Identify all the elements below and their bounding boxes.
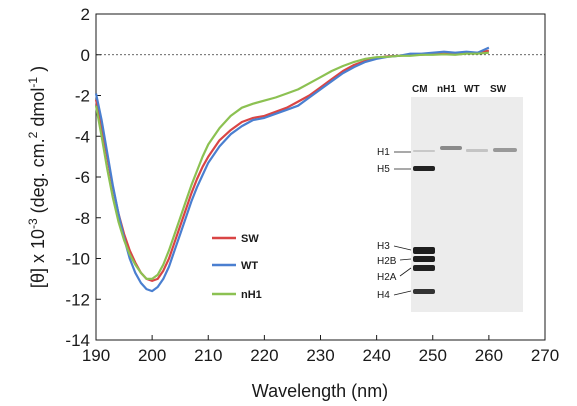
x-tick-label: 220 <box>250 346 278 365</box>
x-tick-label: 210 <box>194 346 222 365</box>
y-axis-label-sup3: -1 <box>26 77 40 88</box>
legend: SW WT nH1 <box>212 233 262 301</box>
gel-band-label-h2b: H2B <box>377 256 397 267</box>
legend-label-nh1: nH1 <box>241 289 262 301</box>
x-axis-label: Wavelength (nm) <box>252 381 388 401</box>
y-axis-label-part4: ) <box>28 66 48 77</box>
legend-label-wt: WT <box>241 260 258 272</box>
y-tick-label: -14 <box>65 331 90 350</box>
series-line-nh1 <box>94 51 489 280</box>
y-axis-label-part3: dmol <box>28 88 48 132</box>
gel-band-label-h4: H4 <box>377 290 390 301</box>
y-axis-label: [θ] x 10-3 (deg. cm.2 dmol-1 ) <box>26 66 48 288</box>
y-tick-label: 0 <box>81 46 90 65</box>
x-tick-label: 270 <box>531 346 559 365</box>
gel-band-label-h1: H1 <box>377 147 390 158</box>
gel-lane-label-nh1: nH1 <box>437 84 456 95</box>
gel-lane-label-cm: CM <box>412 84 428 95</box>
gel-band-cm-h4 <box>413 289 435 294</box>
gel-band-label-h3: H3 <box>377 241 390 252</box>
y-tick-label: -12 <box>65 290 90 309</box>
gel-band-sw <box>493 148 517 152</box>
x-tick-label: 230 <box>306 346 334 365</box>
y-tick-label: -2 <box>75 87 90 106</box>
gel-image <box>411 97 523 312</box>
gel-band-label-h5: H5 <box>377 164 390 175</box>
gel-band-nh1 <box>440 146 462 150</box>
series-lines <box>94 46 490 293</box>
gel-band-cm-h2a <box>413 265 435 271</box>
y-tick-label: -10 <box>65 250 90 269</box>
y-tick-label: -8 <box>75 209 90 228</box>
y-axis-label-part2: (deg. cm. <box>28 138 48 218</box>
x-tick-label: 250 <box>419 346 447 365</box>
legend-label-sw: SW <box>241 233 259 245</box>
axis-ticks: 190 200 210 220 230 240 250 260 270 2 0 -2 -4 -6 -8 -10… <box>65 5 559 365</box>
gel-band-cm-h5 <box>413 166 435 171</box>
y-tick-label: 2 <box>81 5 90 24</box>
gel-band-label-h2a: H2A <box>377 272 397 283</box>
gel-band-cm-h2b <box>413 256 435 262</box>
y-axis-label-sup2: 2 <box>26 131 40 138</box>
x-tick-label: 240 <box>362 346 390 365</box>
x-tick-label: 190 <box>82 346 110 365</box>
y-axis-label-part1: [θ] x 10 <box>28 229 48 288</box>
gel-band-wt <box>466 149 488 152</box>
y-axis-label-sup1: -3 <box>26 218 40 229</box>
x-tick-label: 200 <box>138 346 166 365</box>
gel-lane-label-wt: WT <box>464 84 480 95</box>
gel-inset: CM nH1 WT SW H1 H5 H3 H2B H2A H4 <box>377 84 523 312</box>
gel-band-cm-h3 <box>413 247 435 254</box>
x-tick-label: 260 <box>475 346 503 365</box>
gel-lane-label-sw: SW <box>490 84 507 95</box>
gel-marker-h2a <box>399 267 412 277</box>
y-tick-label: -6 <box>75 168 90 187</box>
gel-marker-h4 <box>393 290 412 296</box>
gel-band-cm-h1 <box>413 150 435 152</box>
gel-marker-h2b <box>399 258 412 261</box>
y-tick-label: -4 <box>75 127 90 146</box>
gel-marker-h3 <box>393 245 412 251</box>
